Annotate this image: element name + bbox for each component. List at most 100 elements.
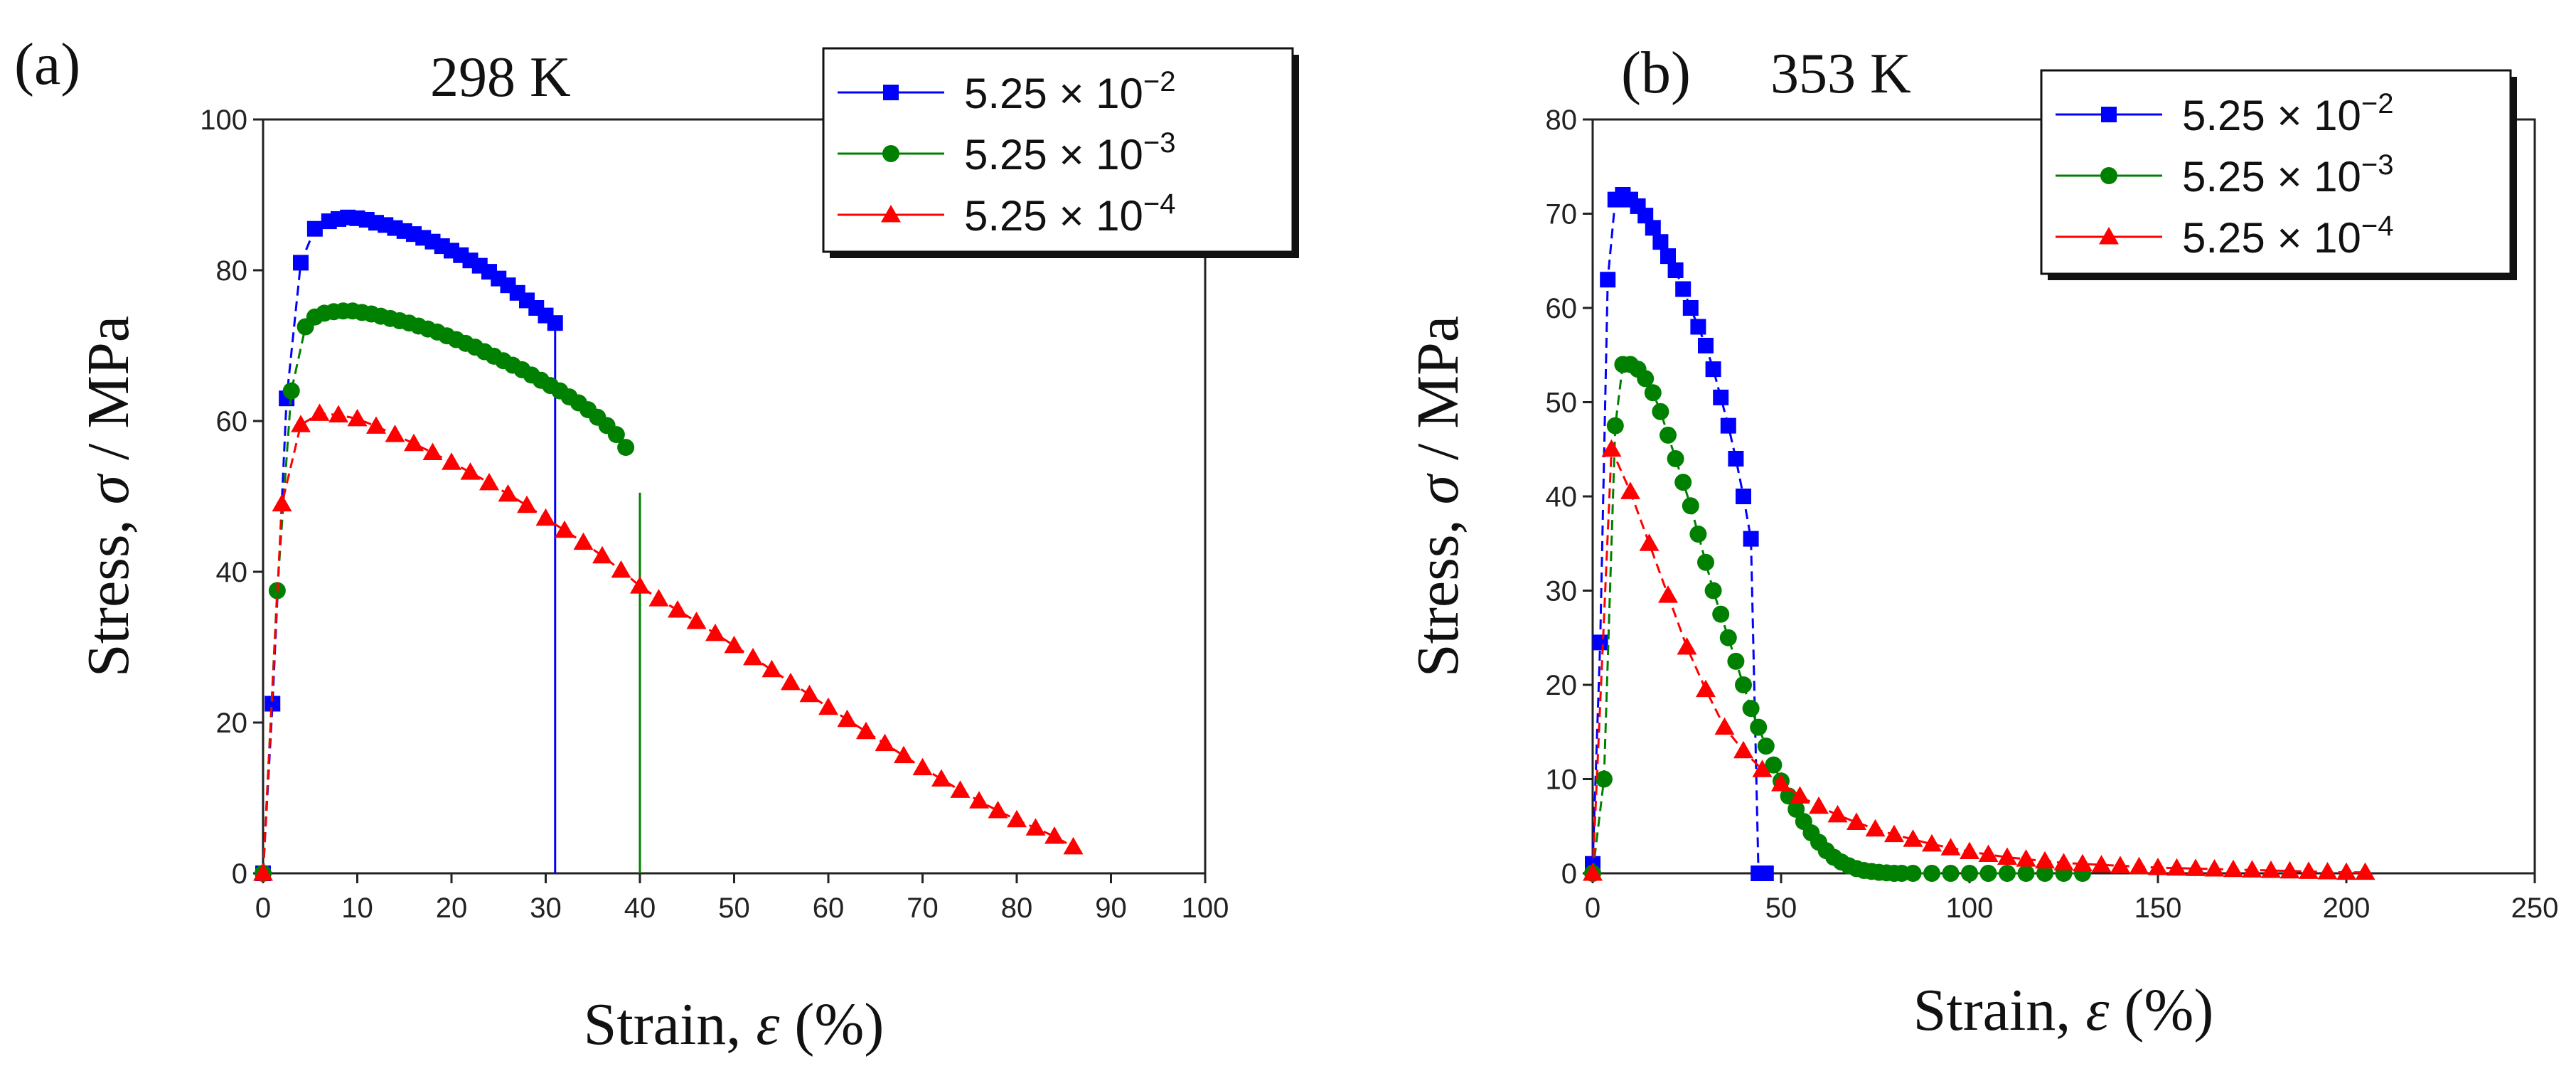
panel-a-series-3-point [743, 647, 763, 666]
panel-b-series-2-point [1999, 865, 2016, 882]
panel-b-series-3-point [1978, 844, 1999, 862]
panel-b-series-3-point [1790, 786, 1810, 804]
panel-b-series-2-point [2036, 865, 2053, 882]
panel-b-series-2-point [1727, 652, 1745, 670]
panel-b: (b) 353 K 0 50 100 150 200 250 0 10 20 30 40 50 60 70… [1405, 40, 2558, 1043]
panel-b-series-3-point [2053, 853, 2074, 870]
panel-a-series-3-point [686, 611, 707, 629]
panel-b-ticks: 0 50 100 150 200 250 0 10 20 30 40 50 60 70 80 [1546, 105, 2559, 924]
panel-a-series-1-point [306, 220, 323, 237]
panel-b-series-1-point [1736, 489, 1751, 504]
panel-a-series-3-point [385, 425, 405, 442]
panel-b-series-2-point [1704, 582, 1722, 600]
panel-b-series-2-point [1674, 474, 1692, 491]
panel-b-series-3-point [1960, 841, 1979, 860]
panel-a-series-1-point [264, 696, 281, 712]
panel-b-series-3-point [2110, 856, 2130, 873]
panel-b-series-1-point [1690, 319, 1706, 335]
panel-a-series [253, 209, 1084, 882]
panel-b-series-3-point [1601, 439, 1622, 457]
panel-b-series-1-point [1645, 220, 1661, 236]
panel-a-series-3-point [404, 433, 424, 452]
panel-b-series-2-point [1697, 553, 1714, 571]
panel-b-series-3-point [1583, 863, 1603, 881]
panel-b-series-2-point [1923, 865, 1940, 882]
panel-b-x-axis-title: Strain, ε (%) [1913, 977, 2214, 1043]
panel-b-series-3-point [1884, 824, 1904, 843]
panel-b-series-1-point [1698, 338, 1714, 353]
panel-a-ticks: 0 10 20 30 40 50 60 70 80 90 100 0 20 40 60 80 100 [200, 105, 1229, 924]
panel-a-series-3-point [1063, 836, 1084, 855]
panel-b-series-2-point [1652, 403, 1669, 420]
panel-b-series-3-point [2204, 859, 2225, 877]
panel-a-x-tick-label: 0 [255, 893, 271, 924]
panel-a-y-axis-title: Stress, σ / MPa [75, 316, 141, 677]
panel-b-series-2-point [2017, 865, 2035, 882]
panel-b-series-2-point [1719, 629, 1737, 646]
panel-b-series-3-point [1847, 812, 1866, 830]
panel-b-series-3-point [2148, 858, 2168, 875]
panel-a-series-3-point [969, 791, 989, 809]
panel-b-series-3-point [1809, 796, 1829, 814]
panel-a-series-2-point [607, 426, 625, 444]
panel-b-y-tick-label: 50 [1546, 388, 1578, 419]
panel-b-series-3-line [1591, 449, 2366, 874]
panel-b-series-2-point [1644, 384, 1662, 402]
panel-a-series-3-point [366, 416, 386, 434]
panel-b-series-1-point [1713, 389, 1729, 405]
panel-b-series-3-point [1771, 774, 1791, 792]
panel-b-series-1 [1585, 187, 1774, 881]
panel-b-series-3-point [2261, 861, 2281, 878]
panel-b-y-tick-label: 30 [1546, 576, 1578, 607]
panel-a-series-3-point [875, 733, 895, 752]
panel-a-y-tick-label: 80 [216, 255, 248, 287]
panel-a-series-2-point [617, 439, 635, 457]
panel-b-series-2-point [1742, 700, 1760, 718]
panel-b-label: (b) [1621, 40, 1691, 106]
panel-b-series-1-point [1720, 417, 1736, 434]
panel-a-series-3-point [573, 532, 594, 550]
panel-a-series-3-point [347, 408, 368, 427]
panel-a-series-3-point [1044, 826, 1064, 844]
panel-b-x-tick-label: 100 [1946, 893, 1994, 924]
panel-a-y-tick-label: 0 [232, 858, 247, 890]
panel-b-series-2 [1584, 356, 2091, 882]
panel-a-legend-entry-2: 5.25 × 10−3 [838, 127, 1176, 179]
panel-b-series-2-point [1757, 737, 1775, 755]
panel-b-legend: 5.25 × 10−2 5.25 × 10−3 5.25 × 10−4 [2040, 69, 2517, 280]
panel-b-series-3-point [1677, 637, 1697, 655]
panel-a-x-axis-title: Strain, ε (%) [584, 991, 885, 1058]
panel-a-legend-label: 5.25 × 10−3 [964, 127, 1176, 179]
panel-a-series-1-point [293, 255, 309, 271]
panel-b-series-3-point [1827, 804, 1848, 823]
panel-b-x-tick-label: 50 [1765, 893, 1797, 924]
panel-a-series-3-point [1007, 809, 1027, 828]
panel-b-series-1-point [1743, 531, 1759, 547]
panel-a-series-3-point [422, 442, 443, 461]
panel-a-series-3-point [498, 484, 518, 502]
panel-a-series-3-point [668, 600, 688, 618]
panel-a-x-tick-label: 40 [624, 893, 656, 924]
panel-a-legend-label: 5.25 × 10−2 [964, 66, 1176, 117]
panel-a-x-tick-label: 80 [1001, 893, 1033, 924]
panel-b-series-3-point [1639, 533, 1660, 551]
panel-b-series-3-point [2073, 853, 2093, 872]
panel-a-x-tick-label: 70 [907, 893, 939, 924]
panel-a-x-tick-label: 90 [1095, 893, 1127, 924]
panel-a-legend: 5.25 × 10−2 5.25 × 10−3 5.25 × 10−4 [822, 47, 1299, 258]
panel-a-series-3-point [856, 721, 876, 740]
panel-a-series-3-point [479, 472, 499, 491]
panel-b-y-tick-label: 70 [1546, 199, 1578, 230]
panel-a-series-3-point [894, 745, 914, 764]
panel-b-series-3-point [1733, 740, 1753, 759]
panel-a-series-3-point [442, 452, 461, 470]
panel-b-series-3-point [2166, 858, 2187, 876]
panel-b-series-3-point [2299, 861, 2319, 879]
panel-a-y-tick-label: 60 [216, 406, 248, 437]
panel-b-series-3-point [2035, 851, 2055, 869]
panel-b-series-2-point [1904, 865, 1922, 882]
panel-b-legend-entries: 5.25 × 10−2 5.25 × 10−3 5.25 × 10−4 [2056, 88, 2394, 262]
panel-a-series-2-point [282, 382, 300, 400]
panel-a-series-3-point [460, 462, 481, 480]
panel-a-legend-entries: 5.25 × 10−2 5.25 × 10−3 5.25 × 10−4 [838, 66, 1176, 240]
